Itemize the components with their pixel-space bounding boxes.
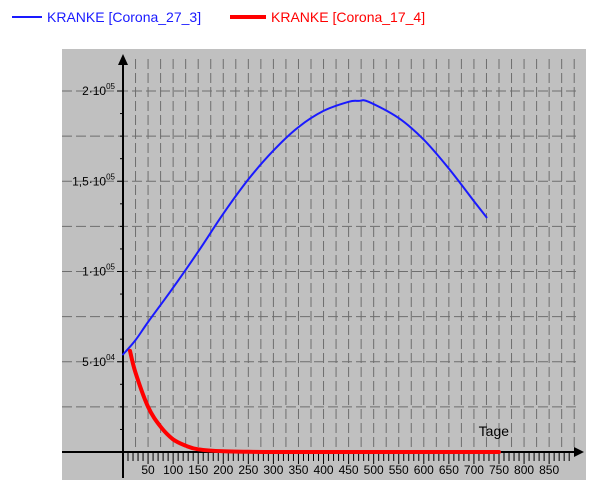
x-tick-label: 850 [539, 463, 559, 477]
series-line-1 [122, 99, 488, 356]
chart-legend: KRANKE [Corona_27_3] KRANKE [Corona_17_4] [0, 0, 600, 30]
x-tick-label: 150 [188, 463, 208, 477]
x-axis-arrow [574, 447, 584, 457]
x-tick-label: 650 [439, 463, 459, 477]
x-tick-label: 800 [514, 463, 534, 477]
x-axis-title: Tage [479, 423, 510, 439]
x-tick-label: 750 [489, 463, 509, 477]
x-tick-label: 200 [213, 463, 233, 477]
y-tick-label: 1,5·1005 [72, 172, 115, 188]
x-tick-label: 400 [314, 463, 334, 477]
x-tick-label: 50 [141, 463, 155, 477]
y-axis-arrow [118, 54, 128, 65]
x-tick-label: 100 [163, 463, 183, 477]
y-tick-label: 2·1005 [82, 82, 115, 98]
x-tick-label: 500 [364, 463, 384, 477]
x-tick-label: 250 [238, 463, 258, 477]
x-tick-label: 450 [339, 463, 359, 477]
series-line-2 [128, 348, 501, 454]
legend-label: KRANKE [Corona_17_4] [271, 9, 426, 25]
x-tick-label: 300 [263, 463, 283, 477]
x-tick-label: 700 [464, 463, 484, 477]
legend-swatch [230, 15, 266, 19]
legend-swatch [12, 16, 42, 18]
x-tick-label: 350 [288, 463, 308, 477]
x-tick-label: 550 [389, 463, 409, 477]
x-tick-label: 600 [414, 463, 434, 477]
y-tick-label: 5·1004 [82, 353, 115, 369]
legend-label: KRANKE [Corona_27_3] [47, 9, 202, 25]
y-tick-label: 1·1005 [82, 263, 115, 279]
